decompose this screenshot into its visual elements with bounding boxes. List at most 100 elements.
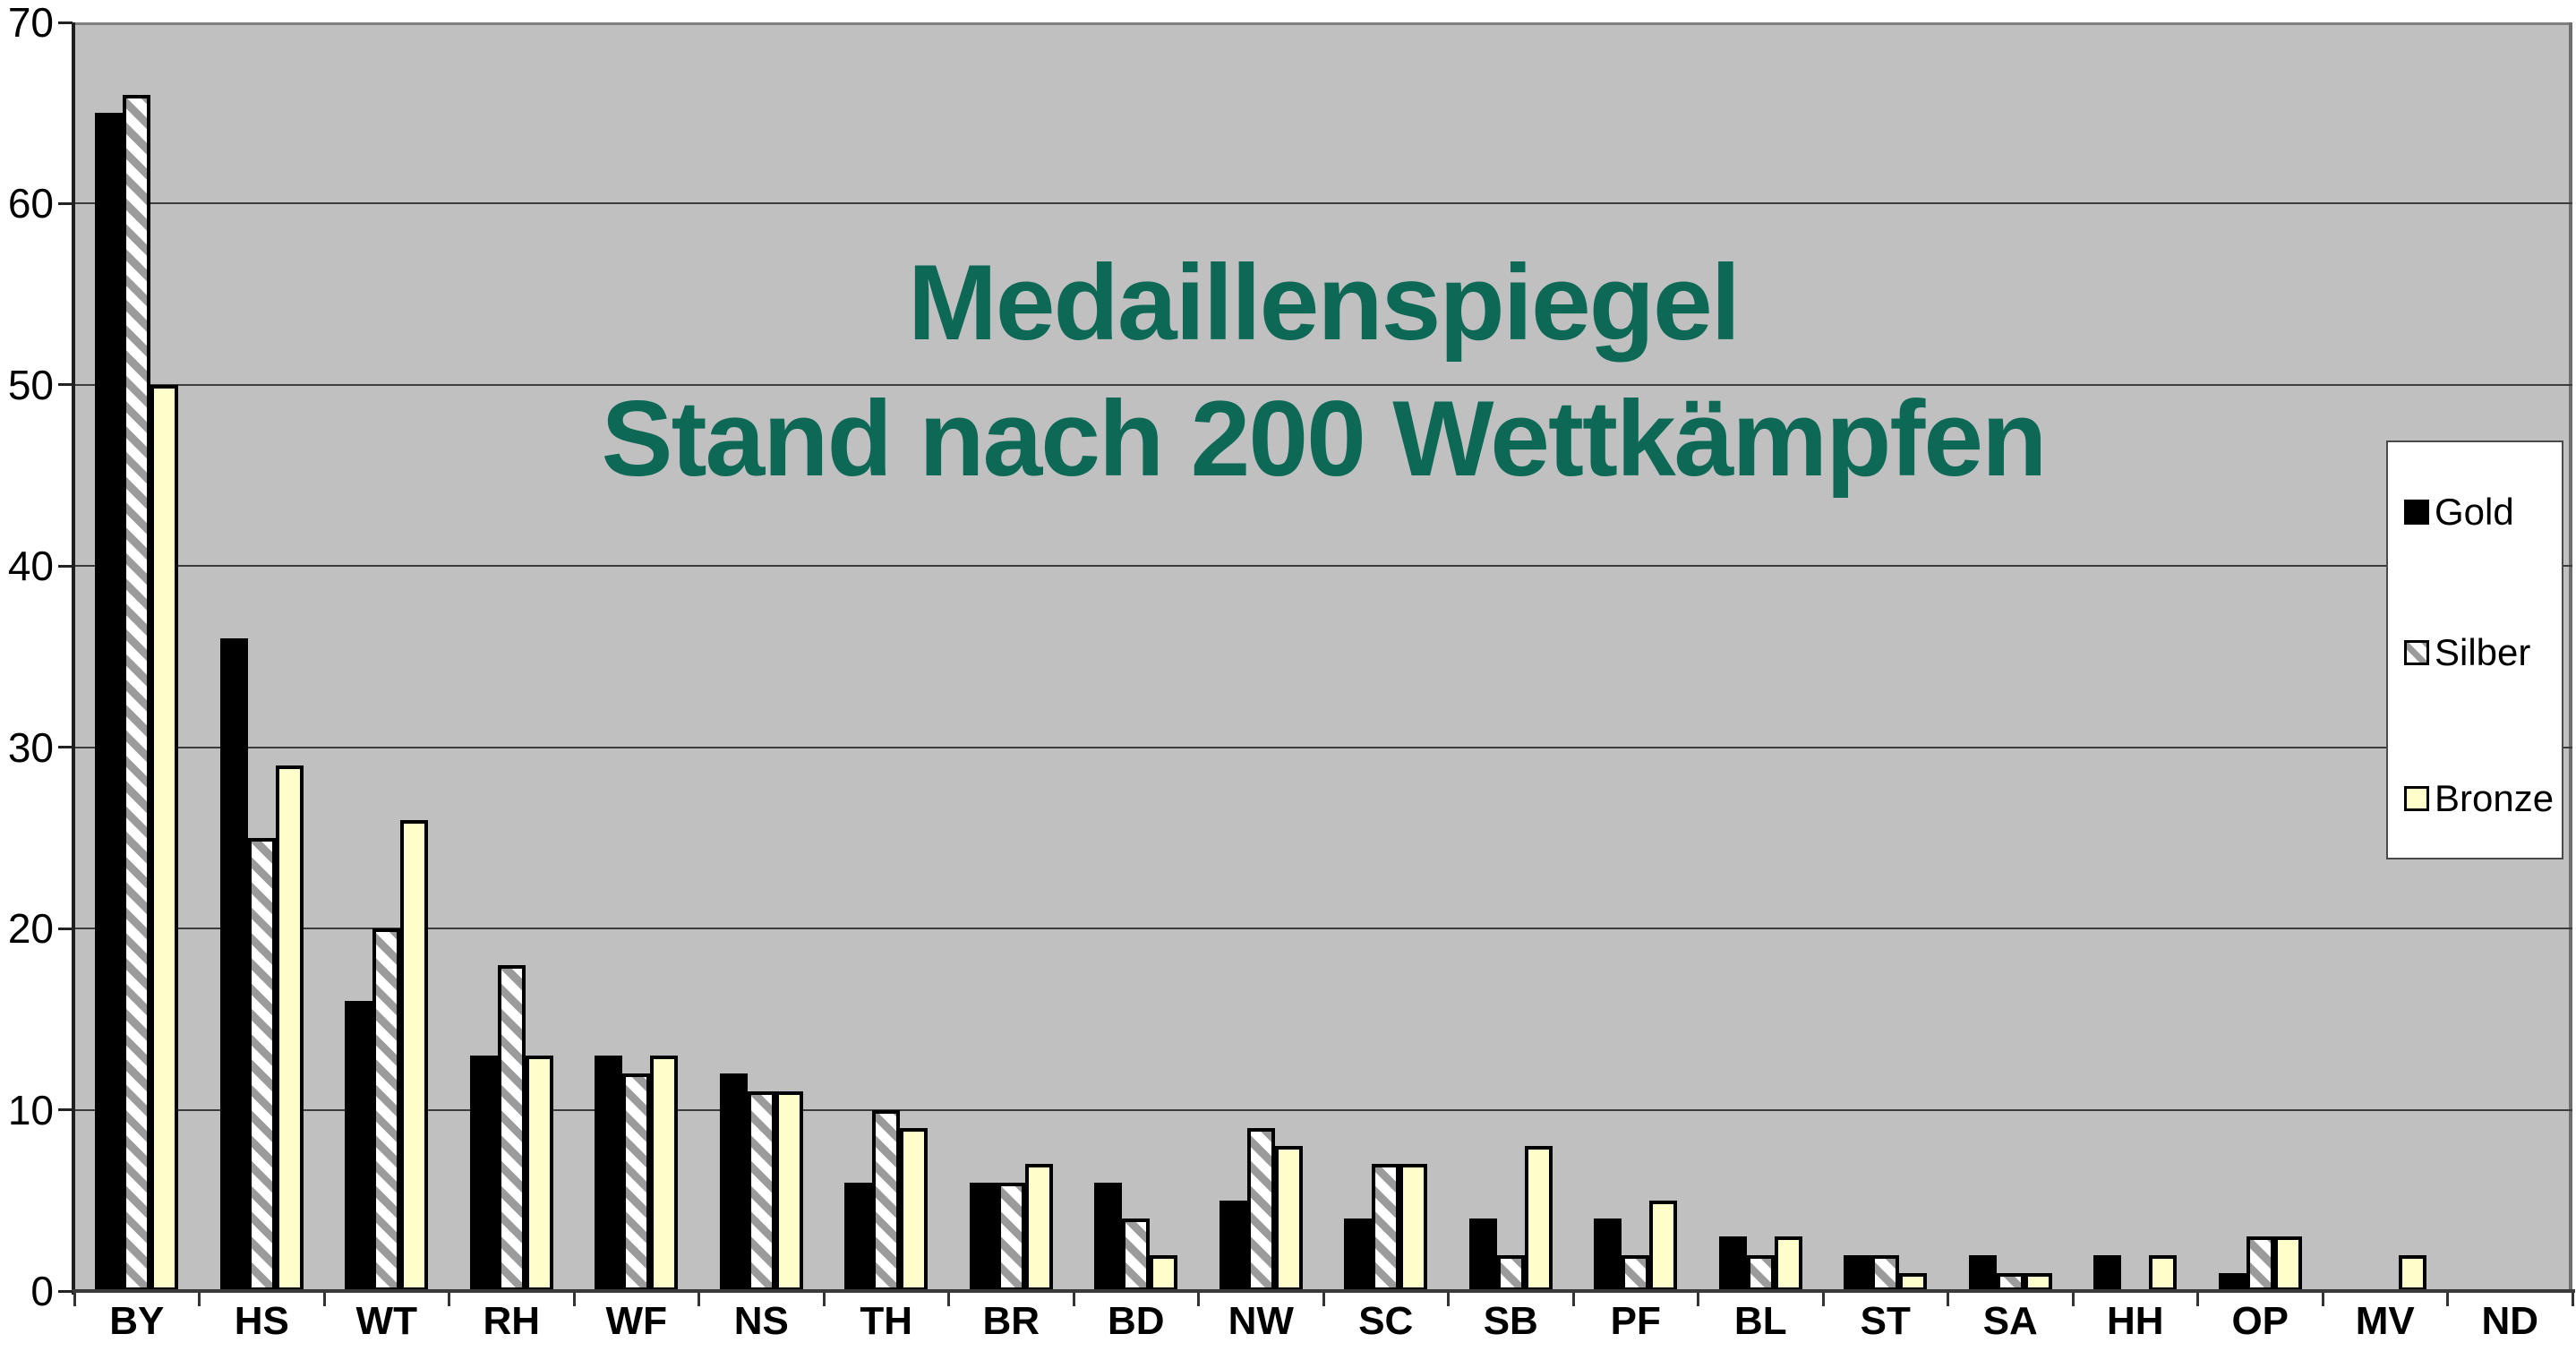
x-axis-label-SA: SA — [1982, 1299, 2038, 1343]
x-tick-4 — [572, 1293, 576, 1306]
bar-bronze-BL — [1774, 1236, 1802, 1291]
x-axis-label-SC: SC — [1358, 1299, 1414, 1343]
bar-gold-ST — [1844, 1255, 1872, 1291]
gridline-30 — [74, 746, 2572, 748]
x-axis-label-NS: NS — [733, 1299, 789, 1343]
legend-label-bronze: Bronze — [2435, 777, 2555, 819]
legend-swatch-bronze-icon — [2404, 786, 2429, 811]
x-axis-label-TH: TH — [860, 1299, 913, 1343]
bar-silber-SA — [1996, 1273, 2024, 1291]
y-tick-10 — [58, 1108, 73, 1112]
bar-silber-WT — [372, 928, 401, 1291]
bar-bronze-NW — [1274, 1146, 1303, 1291]
chart-title: Medaillenspiegel Stand nach 200 Wettkämp… — [74, 235, 2572, 507]
legend: Gold Silber Bronze — [2386, 440, 2563, 859]
x-tick-18 — [2321, 1293, 2324, 1306]
bar-gold-BL — [1718, 1236, 1747, 1291]
bar-silber-OP — [2246, 1236, 2274, 1291]
bar-bronze-BD — [1150, 1255, 1178, 1291]
bar-gold-WF — [595, 1056, 623, 1291]
x-axis-label-PF: PF — [1610, 1299, 1661, 1343]
gridline-40 — [74, 565, 2572, 568]
y-axis-label-0: 0 — [30, 1268, 54, 1314]
y-tick-70 — [58, 21, 73, 24]
bar-bronze-PF — [1649, 1201, 1678, 1291]
bar-silber-BY — [123, 95, 151, 1291]
x-axis-label-HS: HS — [234, 1299, 289, 1343]
bar-bronze-WT — [400, 820, 429, 1291]
x-tick-12 — [1571, 1293, 1575, 1306]
x-tick-1 — [198, 1293, 201, 1306]
bar-bronze-BY — [150, 385, 179, 1291]
plot-area — [74, 22, 2572, 1291]
bar-bronze-NS — [775, 1091, 803, 1291]
x-axis-label-ND: ND — [2481, 1299, 2539, 1343]
x-axis-label-SB: SB — [1483, 1299, 1538, 1343]
bar-gold-NS — [719, 1073, 748, 1291]
gridline-50 — [74, 383, 2572, 386]
legend-swatch-gold-icon — [2404, 500, 2429, 525]
x-tick-6 — [822, 1293, 826, 1306]
y-tick-50 — [58, 383, 73, 387]
bar-bronze-SB — [1524, 1146, 1553, 1291]
bar-silber-NS — [747, 1091, 775, 1291]
x-axis-label-RH: RH — [483, 1299, 541, 1343]
x-tick-16 — [2071, 1293, 2075, 1306]
chart-title-line2: Stand nach 200 Wettkämpfen — [601, 379, 2048, 499]
x-axis-label-WF: WF — [605, 1299, 667, 1343]
x-tick-10 — [1322, 1293, 1325, 1306]
x-axis — [72, 1289, 2575, 1293]
x-axis-label-HH: HH — [2106, 1299, 2164, 1343]
bar-silber-ST — [1871, 1255, 1900, 1291]
x-tick-15 — [1947, 1293, 1949, 1306]
x-tick-14 — [1821, 1293, 1825, 1306]
y-tick-30 — [58, 746, 73, 749]
bar-bronze-WF — [650, 1056, 679, 1291]
bar-bronze-RH — [525, 1056, 553, 1291]
y-axis-label-30: 30 — [7, 723, 54, 771]
bar-gold-BY — [95, 113, 124, 1291]
bar-gold-PF — [1594, 1218, 1622, 1291]
bar-bronze-BR — [1024, 1164, 1053, 1291]
bar-gold-WT — [345, 1001, 373, 1291]
x-axis-label-OP: OP — [2231, 1299, 2289, 1343]
bar-bronze-SC — [1399, 1164, 1428, 1291]
x-axis-label-BY: BY — [109, 1299, 165, 1343]
x-axis-label-ST: ST — [1860, 1299, 1911, 1343]
x-axis-label-MV: MV — [2355, 1299, 2415, 1343]
y-tick-40 — [58, 564, 73, 568]
y-axis-label-10: 10 — [7, 1086, 54, 1133]
bar-silber-TH — [872, 1110, 901, 1291]
y-axis-label-20: 20 — [7, 905, 54, 953]
bar-bronze-OP — [2273, 1236, 2302, 1291]
x-tick-9 — [1197, 1293, 1200, 1306]
bar-silber-WF — [622, 1073, 651, 1291]
bar-gold-SB — [1468, 1218, 1497, 1291]
y-axis-label-40: 40 — [7, 543, 54, 590]
x-axis-label-BR: BR — [982, 1299, 1040, 1343]
bar-gold-OP — [2218, 1273, 2247, 1291]
bar-gold-BD — [1094, 1183, 1123, 1291]
bar-silber-PF — [1622, 1255, 1650, 1291]
bar-bronze-HS — [275, 765, 304, 1291]
bar-gold-BR — [969, 1183, 997, 1291]
bar-gold-RH — [469, 1056, 498, 1291]
y-tick-20 — [58, 927, 73, 930]
bar-silber-BR — [997, 1183, 1025, 1291]
chart-title-line1: Medaillenspiegel — [907, 243, 1741, 363]
x-tick-0 — [73, 1293, 76, 1306]
bar-silber-RH — [497, 965, 526, 1291]
y-axis-label-50: 50 — [7, 361, 54, 408]
legend-label-silber: Silber — [2435, 631, 2531, 673]
y-axis — [72, 22, 75, 1295]
bar-bronze-MV — [2399, 1255, 2427, 1291]
y-tick-0 — [58, 1289, 73, 1293]
bar-silber-NW — [1246, 1128, 1275, 1291]
legend-item-silber: Silber — [2404, 634, 2530, 671]
bar-bronze-TH — [900, 1128, 929, 1291]
bar-bronze-ST — [1899, 1273, 1928, 1291]
x-tick-13 — [1697, 1293, 1699, 1306]
bar-silber-HS — [247, 838, 276, 1291]
x-tick-19 — [2446, 1293, 2449, 1306]
